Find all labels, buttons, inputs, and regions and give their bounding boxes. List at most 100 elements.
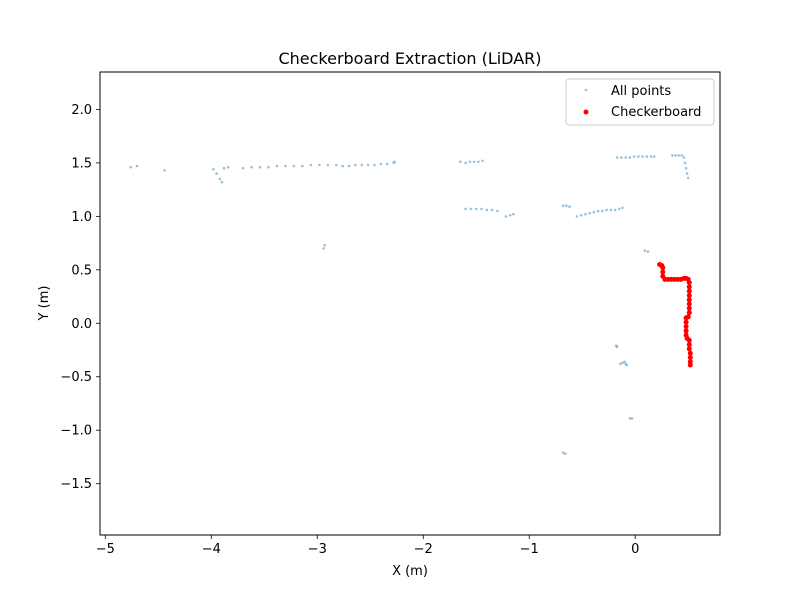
lidar-point [621,206,624,210]
plot-area [100,72,720,535]
chart-title: Checkerboard Extraction (LiDAR) [278,49,541,68]
lidar-point [561,451,565,455]
lidar-point [459,160,462,164]
y-tick-label: 1.0 [71,210,92,225]
y-tick-label: 0.5 [71,263,92,278]
lidar-point [584,212,587,216]
checkerboard-point [686,342,692,348]
lidar-point [309,163,313,167]
lidar-point [613,208,617,212]
lidar-point [366,163,370,167]
checkerboard-point [687,355,693,360]
lidar-point [220,180,224,184]
lidar-point [683,161,687,165]
lidar-point [393,160,396,164]
checkerboard-point [660,265,666,271]
x-tick-label: 0 [631,542,639,557]
lidar-point [250,165,253,169]
lidar-point [628,156,632,159]
lidar-point [682,156,686,159]
lidar-point [619,362,622,366]
legend-label-all-points: All points [611,84,671,99]
y-tick-label: −0.5 [60,370,92,385]
y-tick-label: 0.0 [71,317,92,332]
lidar-point [496,209,499,213]
lidar-point [275,164,279,168]
y-axis-label: Y (m) [37,286,52,322]
checkerboard-point [686,305,692,311]
lidar-point [258,165,262,169]
lidar-point [630,417,634,420]
x-tick-label: −5 [96,542,115,557]
lidar-point [354,163,357,167]
lidar-point [215,172,218,175]
lidar-point [226,165,230,169]
x-axis-label: X (m) [392,564,428,579]
legend-label-checkerboard: Checkerboard [611,105,701,120]
checkerboard-point [686,297,692,303]
lidar-point [504,215,508,218]
lidar-point [609,208,613,212]
lidar-point [614,344,618,348]
lidar-point [623,360,626,364]
lidar-point [588,211,591,215]
lidar-point [564,452,567,456]
lidar-point [632,155,636,158]
lidar-point [379,162,383,166]
lidar-point [292,164,296,168]
lidar-point [347,164,351,168]
lidar-point [318,163,321,167]
lidar-point [472,160,476,164]
checkerboard-point [687,362,693,368]
points-layer [129,154,693,456]
x-tick-label: −4 [202,542,221,557]
lidar-point [653,155,656,158]
lidar-point [671,154,674,157]
checkerboard-point [660,269,666,275]
checkerboard-point [686,301,692,307]
legend-box [565,78,715,126]
lidar-point [649,155,653,158]
x-tick-label: −1 [520,542,539,557]
lidar-point [163,169,166,172]
lidar-point [575,215,579,218]
lidar-point [218,177,222,181]
lidar-point [601,209,604,213]
lidar-point [212,168,215,171]
lidar-point [592,210,596,214]
lidar-point [685,172,689,175]
checkerboard-point [686,346,692,352]
lidar-point [464,207,467,211]
lidar-point [129,165,132,169]
checkerboard-point [686,288,692,294]
lidar-point [468,160,472,164]
lidar-point [373,163,376,167]
lidar-point [480,207,483,211]
legend: All points Checkerboard [565,78,715,126]
checkerboard-point [683,324,689,329]
lidar-point [481,159,484,163]
lidar-point [469,207,473,211]
lidar-point [512,212,515,216]
plot-frame [99,71,721,536]
checkerboard-point [686,284,692,290]
lidar-point [628,417,632,420]
lidar-point [464,161,467,165]
lidar-point [301,164,304,168]
lidar-point [241,166,245,170]
lidar-point [645,155,649,158]
lidar-point [624,362,627,366]
lidar-point [322,247,325,250]
lidar-point [323,243,327,247]
lidar-point [490,208,494,212]
lidar-point [561,204,565,207]
lidar-point [222,166,226,170]
lidar-point [579,214,583,217]
lidar-point [392,161,395,165]
lidar-point [615,345,619,349]
lidar-point [615,156,619,159]
checkerboard-point [683,319,689,325]
lidar-point [618,207,621,211]
lidar-point [680,154,684,157]
